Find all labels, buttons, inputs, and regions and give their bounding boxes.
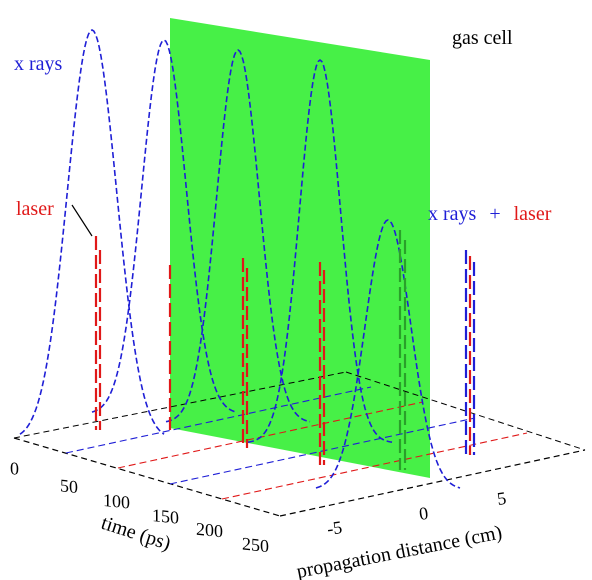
x-rays-combined-label: x rays (428, 203, 477, 225)
x-rays-plus-laser-label: x rays + laser (428, 203, 552, 225)
time-axis-line (14, 438, 280, 516)
laser-label: laser (16, 198, 54, 220)
distance-tick-5: 5 (496, 488, 508, 509)
distance-tick-minus5: -5 (326, 517, 344, 539)
laser-label-leader (72, 205, 92, 236)
x-rays-label: x rays (14, 53, 63, 75)
time-tick-100: 100 (103, 490, 130, 513)
distance-tick-0: 0 (418, 503, 430, 524)
gas-cell-label: gas cell (452, 27, 513, 49)
time-tick-0: 0 (10, 458, 19, 479)
laser-combined-label: laser (514, 203, 552, 225)
xray-pulse-0 (20, 30, 164, 434)
plus-sign: + (489, 203, 500, 225)
time-tick-250: 250 (242, 533, 269, 556)
time-tick-150: 150 (152, 505, 179, 528)
time-tick-50: 50 (60, 475, 78, 497)
distance-axis-title: propagation distance (cm) (295, 521, 504, 580)
time-tick-200: 200 (196, 519, 223, 542)
